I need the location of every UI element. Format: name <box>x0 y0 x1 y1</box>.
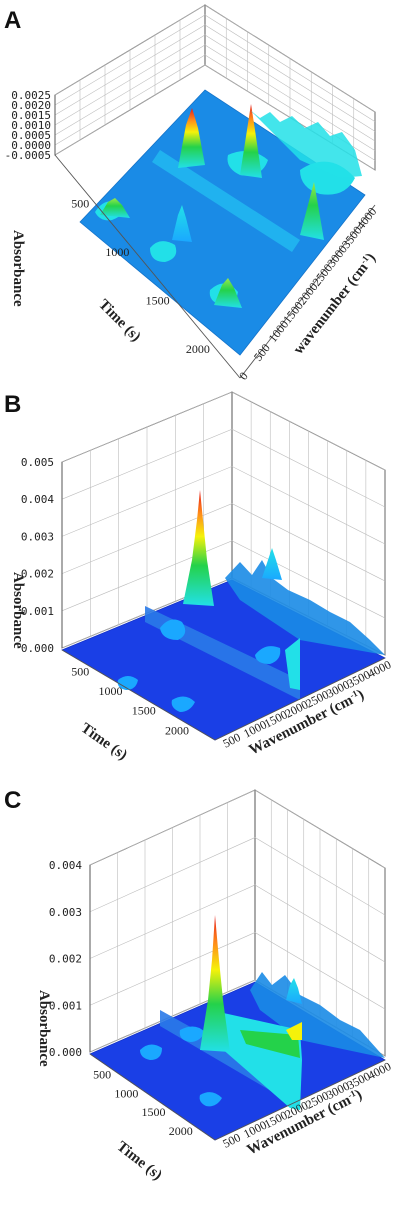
z-tick-label: -0.0005 <box>5 149 51 162</box>
time-tick-label: 1500 <box>132 704 156 718</box>
z-tick-label: 0.0015 <box>11 109 51 122</box>
time-tick-label: 500 <box>93 1068 111 1082</box>
peak-a-third <box>300 182 324 240</box>
x-axis-label-b-sup: -1 <box>348 688 360 701</box>
surface-blob-c2 <box>179 1026 205 1042</box>
surface-fringe-b <box>225 560 385 655</box>
panel-label-b: B <box>4 391 21 418</box>
wavenumber-tick-label: 0 <box>236 369 251 382</box>
z-tick-label: 0.003 <box>21 530 54 543</box>
grid-c <box>89 789 386 1057</box>
gridline-z <box>61 428 386 508</box>
axis-wavenumber-b <box>214 657 386 741</box>
surface-blob-b1 <box>160 619 186 640</box>
time-tick-label: 1000 <box>105 245 129 259</box>
surface-wedge-c-yellow <box>286 1022 302 1040</box>
gridline-z <box>89 884 386 963</box>
gridline-z <box>61 391 386 471</box>
z-tick-label: 0.004 <box>21 493 54 506</box>
surface-blob-b3 <box>171 696 195 712</box>
peak-b-second <box>262 548 282 580</box>
surface-fringe-a <box>250 110 362 178</box>
surface-blob-a2 <box>150 241 177 262</box>
peak-c-second <box>286 978 302 1004</box>
z-tick-label: 0.005 <box>21 456 54 469</box>
surface-streak-a <box>152 150 300 252</box>
surface-fringe-c <box>250 972 385 1058</box>
surface-wedge-c-green <box>240 1030 300 1058</box>
surface-blob-c3 <box>199 1092 222 1107</box>
z-axis-label-c: Absorbance <box>36 990 52 1067</box>
gridline-z <box>61 466 386 545</box>
z-tick-label: 0.0000 <box>11 139 51 152</box>
y-axis-label-b: Time (s) <box>78 720 130 763</box>
surface-floor-a <box>79 89 366 356</box>
panel-label-c: C <box>4 787 21 814</box>
z-tick-label: 0.000 <box>49 1046 82 1059</box>
time-tick-label: 1000 <box>114 1086 138 1100</box>
z-axis-label-b: Absorbance <box>10 572 26 649</box>
time-tick-label: 1000 <box>99 684 123 698</box>
axis-time-a <box>54 154 241 379</box>
x-axis-label-c-sup: -1 <box>346 1088 358 1101</box>
time-tick-label: 500 <box>71 665 89 679</box>
panel-label-a: A <box>4 7 21 34</box>
gridline-z <box>89 789 386 869</box>
y-axis-label-c: Time (s) <box>114 1139 165 1184</box>
z-tick-label: 0.001 <box>21 605 54 618</box>
peak-c-main <box>200 915 230 1052</box>
z-tick-label: 0.000 <box>21 642 54 655</box>
z-axis-label-a: Absorbance <box>10 230 26 307</box>
axis-time-b <box>61 649 216 741</box>
time-tick-label: 1500 <box>142 1105 166 1119</box>
time-tick-label: 1500 <box>146 293 170 307</box>
z-tick-label: 0.002 <box>21 568 54 581</box>
surface-blob-c1 <box>140 1044 162 1060</box>
grid-a <box>54 4 376 171</box>
z-tick-label: 0.0020 <box>11 99 51 112</box>
peak-a-sixth <box>100 198 130 218</box>
panel-a: A 0.00250.00200.00150.00100.00050.0000-0… <box>4 4 379 383</box>
axis-wavenumber-c <box>214 1059 386 1141</box>
peak-a-fifth <box>214 278 242 308</box>
time-tick-label: 2000 <box>169 1124 193 1138</box>
axis-wavenumber-a <box>239 204 376 379</box>
peak-a-fourth <box>172 205 192 242</box>
z-tick-label: 0.0025 <box>11 89 51 102</box>
time-tick-label: 2000 <box>186 342 210 356</box>
z-tick-label: 0.0010 <box>11 119 51 132</box>
z-tick-label: 0.002 <box>49 953 82 966</box>
surface-blob-b2 <box>117 676 138 690</box>
x-axis-label-c-end: ) <box>353 1087 365 1104</box>
surface-edge-b <box>285 638 300 690</box>
axis-time-c <box>89 1053 216 1141</box>
gridline-z <box>89 837 386 916</box>
z-tick-label: 0.003 <box>49 906 82 919</box>
z-tick-label: 0.001 <box>49 999 82 1012</box>
panel-b: B 0.005 0.004 0.003 0.002 0.001 0.000 500 1000 1… <box>4 391 393 763</box>
z-tick-label: 0.0005 <box>11 129 51 142</box>
surface-blob-b4 <box>255 646 281 664</box>
peak-b-main <box>183 490 214 606</box>
peak-a-main <box>178 108 205 168</box>
gridline-z <box>61 503 386 582</box>
z-tick-label: 0.004 <box>49 859 82 872</box>
y-axis-label-a: Time (s) <box>95 297 144 346</box>
time-tick-label: 500 <box>71 196 89 210</box>
time-tick-label: 2000 <box>165 723 189 737</box>
peak-a-second <box>240 104 262 178</box>
x-axis-label-b-end: ) <box>355 687 367 704</box>
